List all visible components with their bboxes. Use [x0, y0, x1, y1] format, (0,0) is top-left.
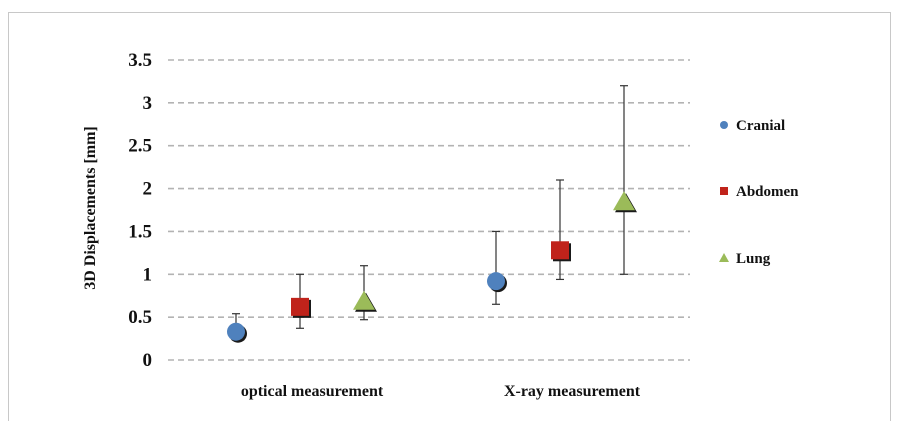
- legend-label: Abdomen: [736, 184, 799, 200]
- legend-marker: [720, 121, 728, 129]
- legend-marker: [720, 187, 728, 195]
- marker-shape: [353, 290, 375, 310]
- category-labels: optical measurement X-ray measurement: [241, 383, 641, 400]
- y-axis-label: 3D Displacements [mm]: [82, 126, 99, 290]
- legend-item: Lung: [719, 251, 771, 267]
- legend-item: Abdomen: [720, 184, 799, 200]
- y-tick-label: 0.5: [128, 307, 152, 328]
- marker-shape: [227, 322, 245, 341]
- grid-lines: [168, 59, 690, 361]
- chart-frame: [8, 12, 891, 421]
- marker-shape: [551, 241, 569, 260]
- data-point: [227, 322, 247, 343]
- marker-shape: [291, 297, 309, 316]
- data-markers: [227, 191, 637, 343]
- data-point: [487, 272, 507, 293]
- marker-shape: [487, 272, 505, 291]
- category-label: X-ray measurement: [504, 383, 641, 400]
- y-tick-label: 1.5: [128, 221, 152, 242]
- data-point: [613, 191, 637, 213]
- legend-label: Cranial: [736, 118, 785, 134]
- y-tick-labels: 0 0.5 1 1.5 2 2.5 3 3.5: [128, 50, 152, 371]
- y-tick-label: 3.5: [128, 50, 152, 71]
- legend-label: Lung: [736, 251, 771, 267]
- y-tick-label: 2: [143, 179, 153, 200]
- y-tick-label: 0: [143, 350, 153, 371]
- error-bar: [556, 179, 564, 281]
- data-point: [353, 290, 377, 312]
- y-tick-label: 1: [143, 264, 153, 285]
- y-tick-label: 3: [143, 93, 153, 114]
- category-label: optical measurement: [241, 383, 384, 400]
- marker-shape: [613, 191, 635, 211]
- legend-marker: [719, 253, 729, 262]
- legend: Cranial Abdomen Lung: [719, 118, 799, 267]
- legend-item: Cranial: [720, 118, 785, 134]
- data-point: [551, 241, 571, 262]
- data-point: [291, 297, 311, 318]
- y-tick-label: 2.5: [128, 136, 152, 157]
- error-bar: [492, 230, 500, 305]
- error-bar: [620, 85, 628, 275]
